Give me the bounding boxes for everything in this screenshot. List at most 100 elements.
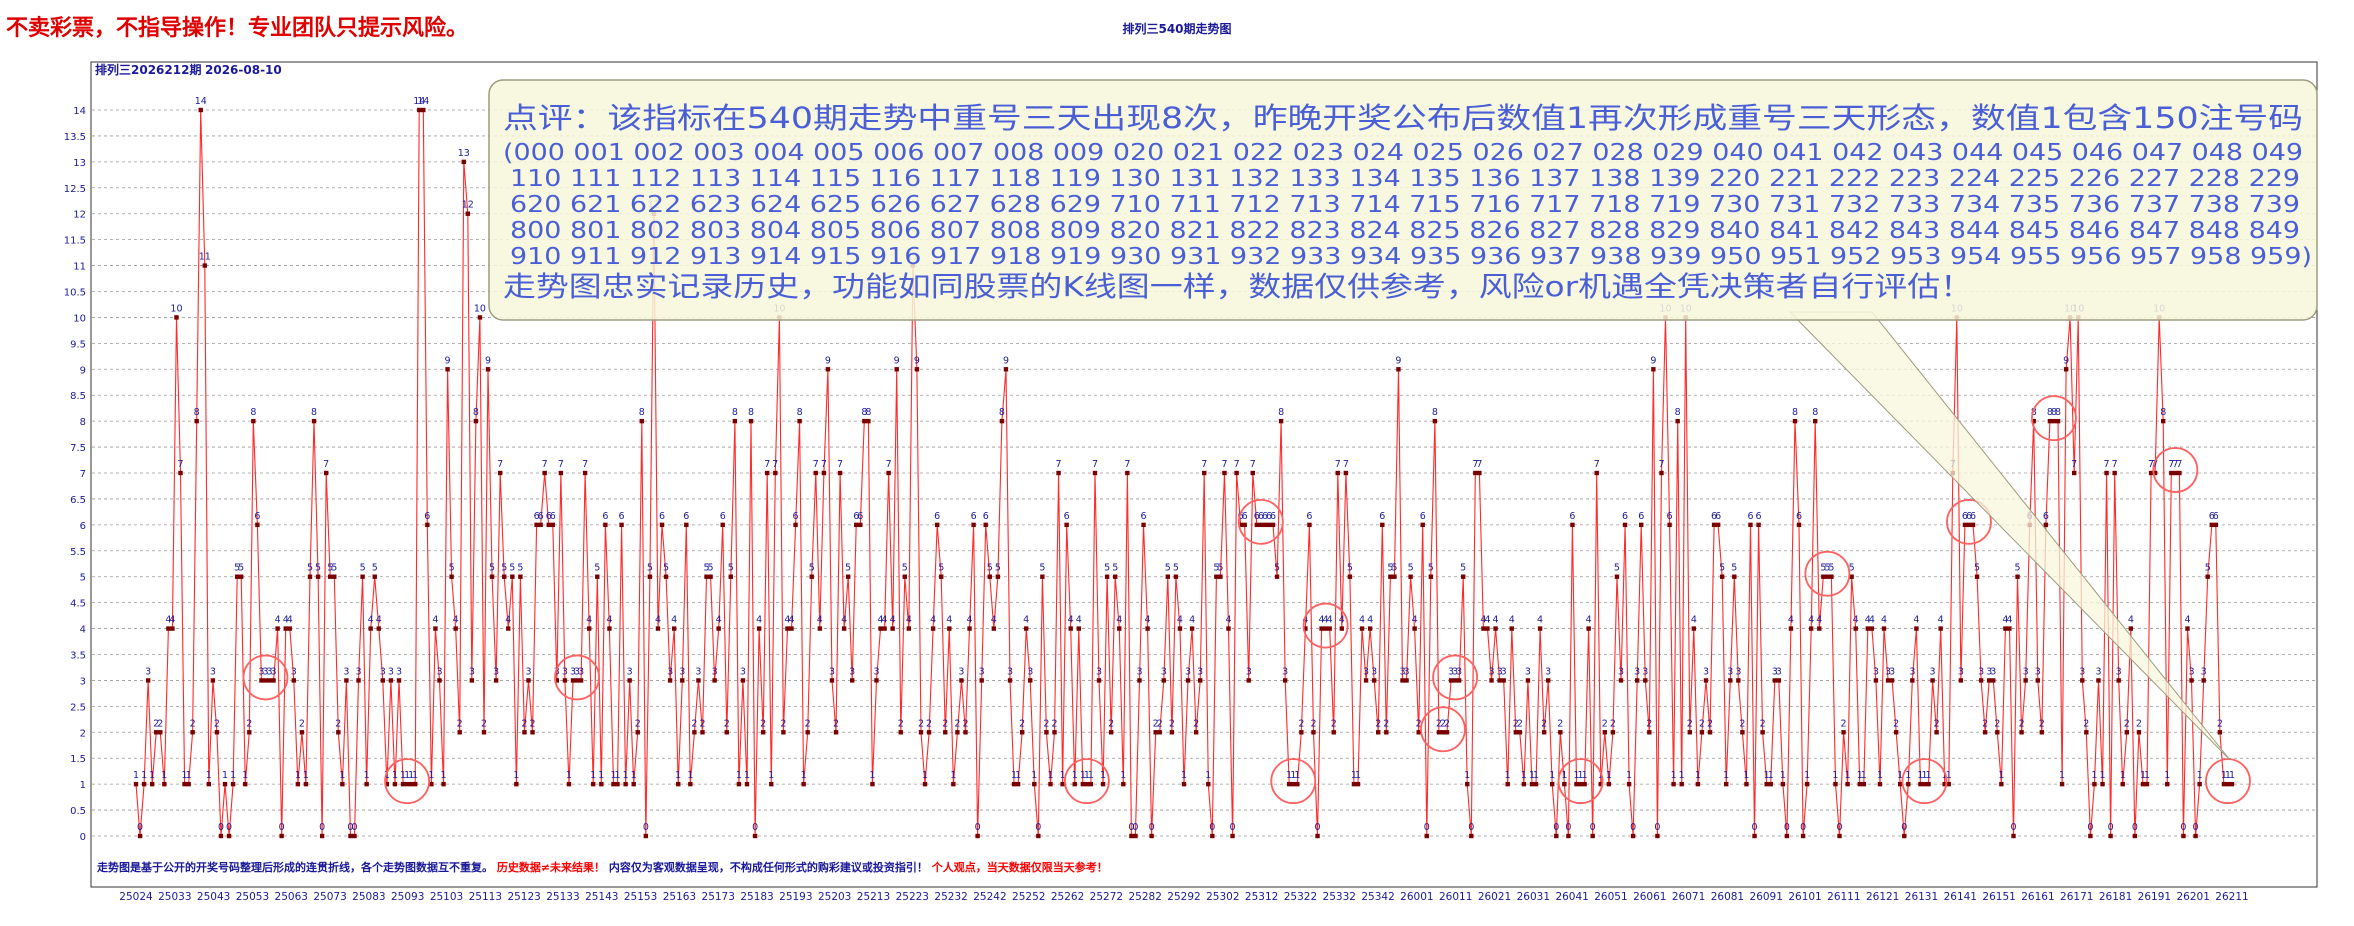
data-point: [1295, 781, 1300, 787]
data-label: 4: [906, 615, 912, 626]
data-point: [947, 626, 952, 631]
data-label: 9: [914, 355, 920, 366]
y-tick-label: 11: [73, 262, 86, 273]
x-tick-label: 25024: [119, 891, 153, 903]
data-point: [2165, 781, 2170, 787]
data-label: 6: [1270, 511, 1276, 522]
data-point: [1772, 678, 1777, 683]
data-point: [1715, 522, 1721, 528]
data-point: [2003, 626, 2008, 631]
data-label: 4: [1302, 615, 1308, 626]
chart-header-issue: 排列三2026212期: [95, 62, 201, 77]
data-label: 7: [2104, 459, 2110, 470]
data-point: [1266, 522, 1272, 528]
data-label: 7: [772, 459, 778, 470]
data-point: [1906, 781, 1911, 787]
data-label: 8: [797, 407, 803, 418]
data-label: 3: [262, 666, 268, 677]
y-tick-label: 11.5: [64, 236, 86, 247]
data-label: 2: [246, 718, 252, 729]
data-point: [1469, 833, 1474, 839]
data-label: 3: [145, 666, 151, 677]
data-label: 3: [2189, 666, 2195, 677]
data-point: [934, 522, 940, 528]
x-tick-label: 25103: [430, 891, 463, 903]
data-label: 6: [1420, 511, 1426, 522]
data-label: 2: [1444, 718, 1450, 729]
y-tick-label: 0: [80, 832, 86, 843]
data-label: 2: [299, 718, 305, 729]
x-tick-label: 25232: [934, 891, 967, 903]
data-point: [1173, 574, 1179, 579]
data-label: 4: [2184, 615, 2190, 626]
data-point: [542, 470, 547, 476]
data-label: 4: [1691, 615, 1697, 626]
data-point: [894, 367, 899, 372]
data-label: 5: [1460, 563, 1466, 574]
data-label: 2: [805, 718, 811, 729]
data-point: [493, 678, 499, 683]
data-label: 9: [894, 355, 900, 366]
data-label: 2: [699, 718, 705, 729]
data-label: 0: [1784, 822, 1790, 833]
data-point: [1250, 470, 1255, 476]
data-label: 1: [1533, 770, 1539, 781]
data-point: [1630, 833, 1636, 839]
data-point: [813, 470, 818, 476]
y-tick-label: 1: [80, 780, 86, 791]
data-point: [1497, 678, 1502, 683]
data-point: [477, 315, 483, 320]
data-label: 1: [614, 770, 620, 781]
data-label: 6: [1141, 511, 1147, 522]
data-point: [2144, 781, 2150, 787]
data-point: [607, 626, 612, 631]
data-point: [514, 781, 519, 787]
data-label: 2: [1310, 718, 1316, 729]
data-label: 1: [1521, 770, 1527, 781]
data-label: 7: [2112, 459, 2118, 470]
data-point: [704, 574, 709, 579]
data-point: [684, 522, 689, 528]
data-point: [918, 730, 924, 735]
x-tick-label: 26011: [1439, 891, 1472, 903]
data-point: [1242, 522, 1247, 528]
data-point: [728, 574, 734, 579]
data-point: [1206, 781, 1211, 787]
data-point: [1048, 781, 1053, 787]
disclaimer-banner: 不卖彩票，不指导操作！专业团队只提示风险。: [6, 16, 469, 41]
data-point: [1845, 781, 1850, 787]
data-label: 1: [1946, 770, 1952, 781]
data-point: [1169, 730, 1175, 735]
data-label: 1: [2197, 770, 2203, 781]
data-point: [975, 833, 980, 839]
y-axis-ticks: 00.511.522.533.544.555.566.577.588.599.5…: [64, 106, 86, 843]
data-point: [465, 211, 470, 216]
data-label: 3: [578, 666, 584, 677]
data-label: 5: [449, 563, 455, 574]
data-point: [1404, 678, 1409, 683]
data-label: 2: [1934, 718, 1940, 729]
data-label: 6: [602, 511, 608, 522]
data-point: [1072, 781, 1077, 787]
data-point: [230, 781, 236, 787]
data-label: 6: [857, 511, 863, 522]
callout-number-row-5: 910 911 912 913 914 915 916 917 918 919 …: [510, 244, 2312, 270]
data-label: 1: [1355, 770, 1361, 781]
data-label: 1: [339, 770, 345, 781]
data-label: 7: [1594, 459, 1600, 470]
data-point: [1052, 730, 1057, 735]
data-point: [858, 522, 863, 528]
data-label: 8: [1278, 407, 1284, 418]
data-label: 5: [1719, 563, 1725, 574]
data-label: 10: [474, 303, 486, 314]
data-label: 4: [841, 615, 847, 626]
data-point: [1999, 781, 2004, 787]
data-point: [283, 626, 288, 631]
data-point: [647, 574, 653, 579]
data-point: [1667, 522, 1672, 528]
data-point: [2019, 730, 2024, 735]
data-point: [1784, 833, 1790, 839]
data-point: [469, 678, 475, 683]
x-tick-label: 25173: [702, 891, 735, 903]
data-label: 3: [525, 666, 531, 677]
